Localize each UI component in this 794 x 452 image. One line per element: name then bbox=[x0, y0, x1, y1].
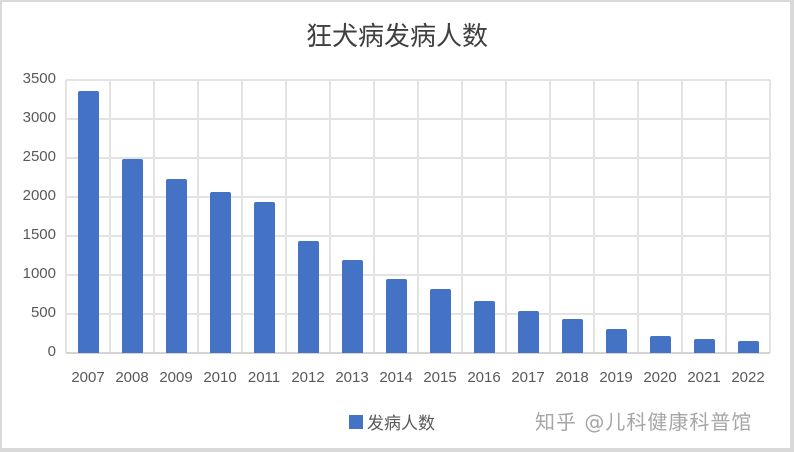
bar-2018 bbox=[562, 319, 583, 353]
bar-2016 bbox=[474, 301, 495, 353]
legend-label: 发病人数 bbox=[367, 409, 435, 434]
gridline-v bbox=[285, 80, 287, 353]
gridline-v bbox=[461, 80, 463, 353]
bar-2015 bbox=[430, 289, 451, 353]
bar-2019 bbox=[606, 329, 627, 353]
x-tick-label: 2007 bbox=[66, 369, 110, 386]
gridline-v bbox=[65, 80, 67, 353]
bar-2012 bbox=[298, 241, 319, 353]
y-tick-label: 500 bbox=[0, 304, 56, 321]
gridline-v bbox=[769, 80, 771, 353]
chart-title: 狂犬病发病人数 bbox=[0, 16, 794, 53]
bar-2021 bbox=[694, 339, 715, 353]
gridline-v bbox=[329, 80, 331, 353]
y-tick-label: 2500 bbox=[0, 148, 56, 165]
y-tick-label: 3000 bbox=[0, 109, 56, 126]
x-tick-label: 2022 bbox=[726, 369, 770, 386]
y-tick-label: 2000 bbox=[0, 187, 56, 204]
gridline-v bbox=[505, 80, 507, 353]
bar-2008 bbox=[122, 159, 143, 353]
gridline-v bbox=[153, 80, 155, 353]
x-tick-label: 2013 bbox=[330, 369, 374, 386]
gridline-v bbox=[681, 80, 683, 353]
gridline-v bbox=[593, 80, 595, 353]
bar-2020 bbox=[650, 336, 671, 353]
bar-2011 bbox=[254, 202, 275, 353]
bar-2017 bbox=[518, 311, 539, 353]
plot-area bbox=[66, 80, 770, 353]
legend: 发病人数 bbox=[349, 409, 435, 434]
bar-2013 bbox=[342, 260, 363, 353]
x-tick-label: 2017 bbox=[506, 369, 550, 386]
y-tick-label: 1500 bbox=[0, 226, 56, 243]
x-tick-label: 2011 bbox=[242, 369, 286, 386]
x-tick-label: 2019 bbox=[594, 369, 638, 386]
legend-swatch bbox=[349, 415, 363, 429]
gridline-v bbox=[549, 80, 551, 353]
gridline-v bbox=[109, 80, 111, 353]
gridline-v bbox=[241, 80, 243, 353]
y-tick-label: 0 bbox=[0, 343, 56, 360]
gridline-v bbox=[417, 80, 419, 353]
bar-2010 bbox=[210, 192, 231, 353]
y-tick-label: 1000 bbox=[0, 265, 56, 282]
gridline-v bbox=[373, 80, 375, 353]
x-tick-label: 2010 bbox=[198, 369, 242, 386]
watermark: 知乎 @儿科健康科普馆 bbox=[535, 406, 752, 435]
bar-2022 bbox=[738, 341, 759, 353]
x-tick-label: 2014 bbox=[374, 369, 418, 386]
bar-2014 bbox=[386, 279, 407, 353]
bar-2007 bbox=[78, 91, 99, 353]
x-tick-label: 2021 bbox=[682, 369, 726, 386]
bar-2009 bbox=[166, 179, 187, 353]
gridline-v bbox=[637, 80, 639, 353]
y-tick-label: 3500 bbox=[0, 70, 56, 87]
x-tick-label: 2012 bbox=[286, 369, 330, 386]
x-tick-label: 2018 bbox=[550, 369, 594, 386]
x-tick-label: 2020 bbox=[638, 369, 682, 386]
x-tick-label: 2009 bbox=[154, 369, 198, 386]
gridline-v bbox=[197, 80, 199, 353]
x-tick-label: 2008 bbox=[110, 369, 154, 386]
x-tick-label: 2015 bbox=[418, 369, 462, 386]
x-tick-label: 2016 bbox=[462, 369, 506, 386]
gridline-v bbox=[725, 80, 727, 353]
